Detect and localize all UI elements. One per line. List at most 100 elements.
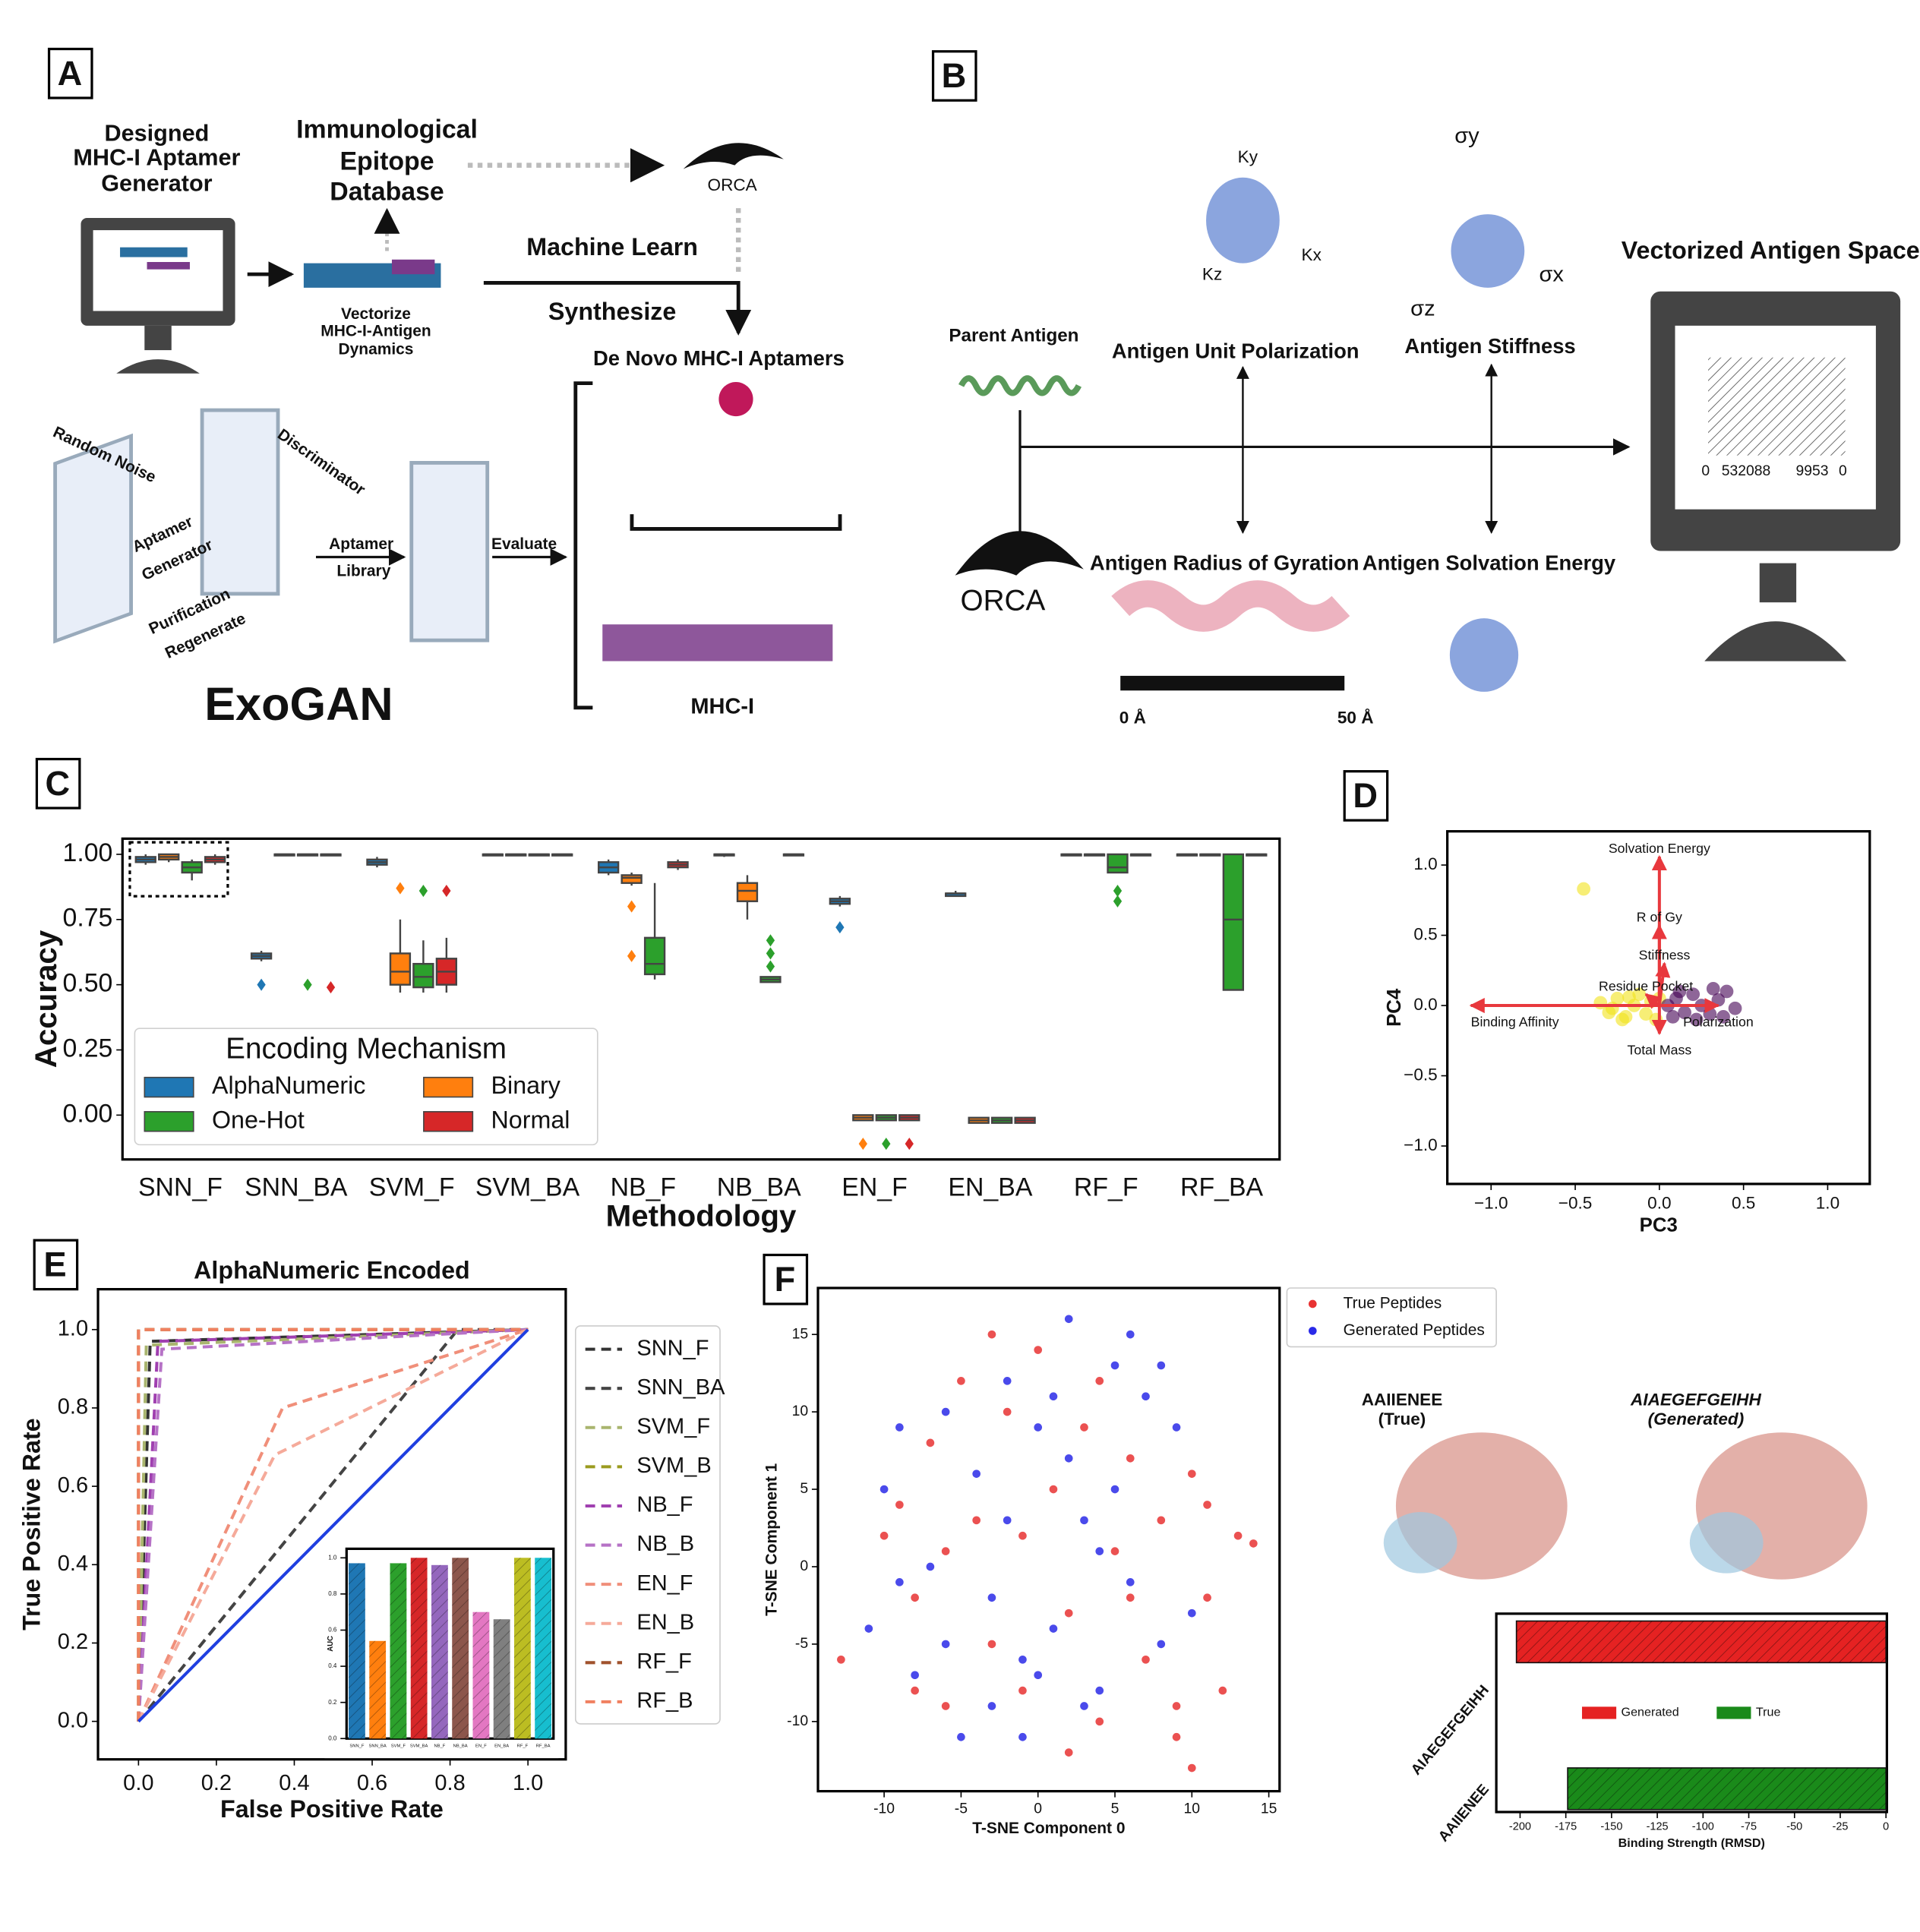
label: De Novo MHC-I Aptamers (593, 346, 845, 370)
x-tick-label: -100 (1692, 1820, 1714, 1833)
box (412, 962, 434, 989)
point (911, 1686, 919, 1695)
structure (1383, 1512, 1457, 1574)
y-tick-label: 1.0 (1413, 854, 1437, 873)
legend-swatch (144, 1076, 194, 1098)
x-tick-label: RF_BA (536, 1744, 551, 1748)
legend-label: AlphaNumeric (212, 1072, 365, 1099)
label: Dynamics (339, 341, 414, 358)
barcode-digit: 9953 (1796, 462, 1829, 479)
point (1034, 1671, 1043, 1680)
point (1142, 1655, 1150, 1664)
y-tick-label: 0.00 (63, 1099, 113, 1128)
y-tick-label: 0.0 (328, 1735, 337, 1741)
point (1203, 1501, 1211, 1509)
point (1187, 1763, 1196, 1773)
point (911, 1593, 919, 1602)
point (1095, 1377, 1104, 1385)
layer (409, 460, 490, 642)
point (1018, 1531, 1027, 1540)
point (957, 1732, 965, 1741)
outlier (1113, 884, 1123, 898)
point (1049, 1392, 1058, 1401)
loading-label: Total Mass (1628, 1042, 1692, 1057)
legend-label: RF_B (636, 1689, 693, 1713)
plot-frame (121, 837, 1281, 1161)
x-tick-label: 0 (1034, 1801, 1042, 1817)
x-tick-label: SVM_F (391, 1744, 406, 1748)
label: Antigen Unit Polarization (1112, 339, 1359, 363)
point (1003, 1377, 1012, 1385)
legend-swatch (423, 1111, 474, 1132)
panel-label-box (47, 47, 93, 99)
x-tick-label: -25 (1833, 1820, 1849, 1833)
point (1716, 1009, 1730, 1024)
point (864, 1624, 873, 1633)
point (1672, 984, 1687, 999)
outlier (905, 1138, 914, 1151)
point (1064, 1748, 1073, 1757)
y-tick-label: 0.5 (1413, 925, 1437, 944)
label: Discriminator (274, 425, 368, 498)
box (389, 952, 412, 986)
point (1110, 1485, 1119, 1494)
hatch (349, 1563, 365, 1739)
box (1222, 853, 1244, 991)
point (1080, 1516, 1088, 1525)
label: Vectorize (341, 305, 411, 323)
loading-label: Solvation Energy (1609, 841, 1710, 856)
x-tick-label: -175 (1555, 1820, 1577, 1833)
x-axis-label: Binding Strength (RMSD) (1618, 1836, 1765, 1850)
point (1706, 981, 1720, 996)
point (1187, 1608, 1196, 1618)
x-tick-label: 0 (1883, 1820, 1889, 1833)
symbol: σx (1539, 262, 1564, 286)
point (1686, 987, 1701, 1002)
label: Generator (101, 171, 212, 197)
legend-swatch (1308, 1327, 1317, 1335)
x-tick-label: SVM_BA (410, 1744, 428, 1748)
receptors (602, 624, 833, 661)
legend-label: SVM_F (636, 1414, 710, 1438)
outlier (882, 1138, 891, 1151)
y-axis-label: True Positive Rate (17, 1418, 45, 1630)
y-tick-label: 0.2 (58, 1630, 88, 1654)
monitor-stand (1759, 563, 1797, 603)
point (1157, 1640, 1166, 1649)
roc-line (137, 1327, 529, 1722)
y-tick-label: 1.00 (63, 838, 113, 867)
arrow (1018, 410, 1628, 539)
x-tick-label: RF_F (1074, 1173, 1138, 1201)
legend-label: One-Hot (212, 1106, 305, 1133)
layer (53, 433, 133, 644)
hatch (431, 1564, 448, 1739)
outlier (766, 934, 775, 947)
point (1203, 1593, 1211, 1602)
legend-label: SVM_B (636, 1454, 711, 1478)
legend-label: Normal (491, 1106, 570, 1133)
barcode-digit: 0 (1839, 462, 1847, 479)
y-tick-label: 1.0 (58, 1316, 88, 1340)
y-tick-label: -10 (787, 1713, 808, 1729)
x-tick-label: SNN_BA (245, 1173, 348, 1201)
point (1018, 1732, 1027, 1741)
point (1110, 1361, 1119, 1370)
bracket (630, 514, 842, 531)
point (879, 1485, 889, 1494)
monitor-base (116, 359, 200, 374)
symbol: σy (1454, 124, 1479, 148)
legend-swatch (1308, 1299, 1317, 1309)
outlier (418, 884, 428, 898)
y-axis-label: AUC (327, 1636, 335, 1652)
x-tick-label: SVM_F (369, 1173, 455, 1201)
x-tick-label: EN_BA (948, 1173, 1032, 1201)
scale-bar (1120, 675, 1345, 691)
helix (1111, 580, 1350, 632)
point (1719, 984, 1734, 999)
label: 50 Å (1337, 707, 1374, 727)
point (987, 1593, 996, 1602)
point (1064, 1608, 1073, 1618)
molecule (391, 259, 435, 275)
y-axis-label: PC4 (1384, 988, 1405, 1027)
legend-swatch (144, 1111, 194, 1132)
